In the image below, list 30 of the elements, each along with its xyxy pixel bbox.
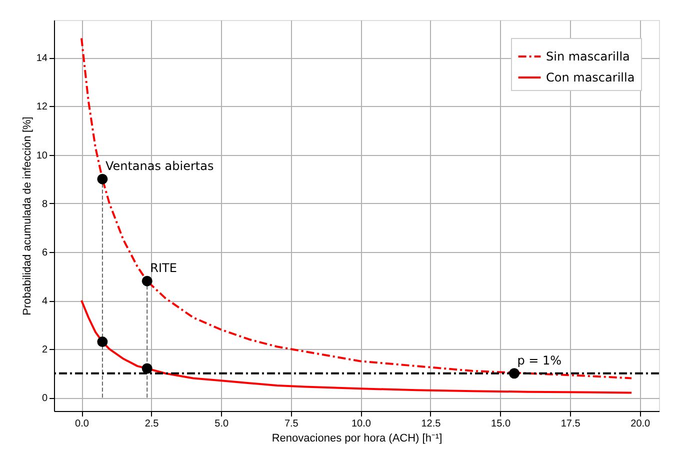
x-tick-label: 20.0 (630, 418, 651, 430)
line-series (80, 300, 632, 394)
legend-label: Con mascarilla (546, 70, 635, 84)
x-tick-label: 17.5 (560, 418, 581, 430)
y-tick-label: 12 (36, 102, 48, 113)
annotation: Ventanas abiertas (105, 159, 214, 174)
y-tick-label: 4 (42, 296, 48, 307)
x-tick-label: 15.0 (491, 418, 511, 430)
y-tick-label: 2 (42, 344, 48, 356)
x-tick-label: 7.5 (284, 418, 299, 430)
point (97, 336, 108, 348)
y-tick-label: 10 (36, 150, 48, 162)
y-tick-label: 6 (42, 247, 48, 258)
point (142, 276, 152, 286)
point (97, 174, 108, 184)
x-tick-label: 10.0 (351, 418, 372, 430)
annotation: RITE (150, 261, 177, 276)
x-axis-title: Renovaciones por hora (ACH) [h⁻¹] (272, 432, 442, 444)
y-axis-title: Probabilidad acumulada de infección [%] (21, 116, 34, 316)
legend-label: Sin mascarilla (546, 50, 630, 64)
y-tick-label: 14 (36, 53, 48, 64)
x-tick-label: 12.5 (421, 418, 442, 430)
x-tick-label: 0.0 (75, 418, 90, 430)
annotation: p = 1% (517, 353, 562, 368)
x-tick-label: 5.0 (214, 418, 229, 430)
line-series (80, 37, 632, 380)
y-tick-label: 0 (42, 393, 48, 404)
x-tick-label: 2.5 (144, 418, 160, 430)
point (142, 363, 152, 374)
y-tick-label: 8 (42, 198, 48, 210)
